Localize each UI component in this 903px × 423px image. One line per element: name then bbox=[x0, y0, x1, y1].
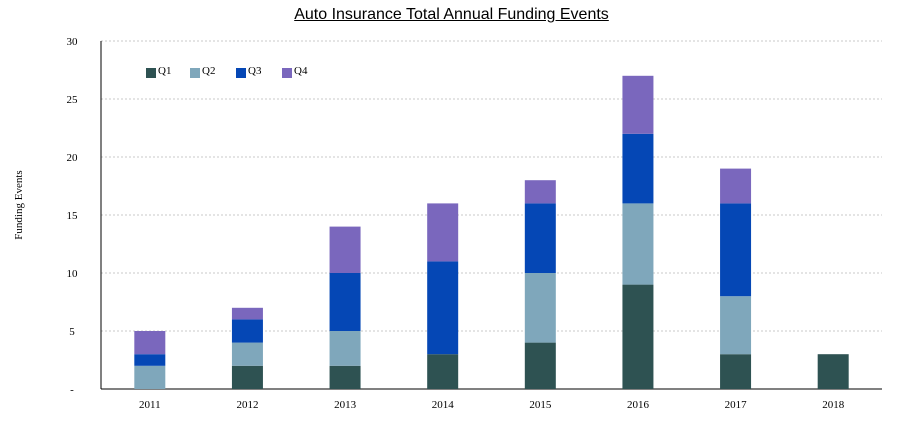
bar-2013-q3 bbox=[329, 273, 361, 331]
bar-2015-q4 bbox=[524, 180, 556, 204]
bar-2013-q2 bbox=[329, 331, 361, 366]
x-tick-label: 2012 bbox=[236, 399, 258, 411]
bar-2015-q3 bbox=[524, 203, 556, 273]
bar-2014-q1 bbox=[427, 354, 459, 389]
bar-2016-q2 bbox=[622, 203, 654, 285]
bar-2016-q4 bbox=[622, 75, 654, 134]
x-tick-label: 2017 bbox=[725, 399, 748, 411]
bar-2017-q4 bbox=[720, 168, 752, 204]
legend-label-q3: Q3 bbox=[248, 65, 262, 77]
bar-2012-q1 bbox=[231, 365, 263, 389]
legend-label-q1: Q1 bbox=[158, 65, 171, 77]
x-tick-label: 2014 bbox=[432, 399, 455, 411]
x-tick-label: 2018 bbox=[822, 399, 845, 411]
bar-2011-q4 bbox=[134, 331, 166, 355]
y-tick-label: 10 bbox=[67, 268, 79, 280]
bar-2016-q3 bbox=[622, 133, 654, 204]
y-tick-label: 15 bbox=[67, 210, 79, 222]
bar-2012-q3 bbox=[231, 319, 263, 343]
bar-2015-q1 bbox=[524, 342, 556, 389]
bar-2017-q2 bbox=[720, 296, 752, 355]
bar-2012-q2 bbox=[231, 342, 263, 366]
chart-title: Auto Insurance Total Annual Funding Even… bbox=[294, 6, 609, 23]
bar-2014-q4 bbox=[427, 203, 459, 262]
bar-2015-q2 bbox=[524, 273, 556, 343]
y-tick-labels: - 5 10 15 20 25 30 bbox=[67, 36, 79, 396]
y-tick-label: - bbox=[70, 384, 74, 396]
bar-2018-q1 bbox=[817, 354, 849, 389]
legend-label-q4: Q4 bbox=[294, 65, 308, 77]
bar-2016-q1 bbox=[622, 284, 654, 389]
y-tick-label: 25 bbox=[67, 94, 79, 106]
bar-2017-q1 bbox=[720, 354, 752, 389]
x-tick-label: 2013 bbox=[334, 399, 357, 411]
y-tick-label: 5 bbox=[69, 326, 75, 338]
gridlines bbox=[101, 40, 882, 332]
bar-2013-q4 bbox=[329, 226, 361, 273]
legend-swatch-q2 bbox=[190, 68, 200, 78]
legend: Q1 Q2 Q3 Q4 bbox=[146, 65, 308, 78]
bar-2013-q1 bbox=[329, 365, 361, 389]
y-tick-label: 20 bbox=[67, 152, 79, 164]
bar-2012-q4 bbox=[231, 307, 263, 320]
bar-2017-q3 bbox=[720, 203, 752, 297]
legend-swatch-q1 bbox=[146, 68, 156, 78]
bar-2011-q3 bbox=[134, 354, 166, 366]
bar-2014-q3 bbox=[427, 261, 459, 355]
y-tick-label: 30 bbox=[67, 36, 79, 48]
x-tick-label: 2016 bbox=[627, 399, 650, 411]
legend-swatch-q3 bbox=[236, 68, 246, 78]
bars bbox=[134, 75, 849, 389]
x-tick-labels: 2011 2012 2013 2014 2015 2016 2017 2018 bbox=[139, 399, 845, 411]
bar-2011-q2 bbox=[134, 365, 166, 389]
legend-swatch-q4 bbox=[282, 68, 292, 78]
legend-label-q2: Q2 bbox=[202, 65, 215, 77]
axes bbox=[100, 41, 882, 390]
y-axis-label: Funding Events bbox=[13, 170, 25, 239]
x-tick-label: 2011 bbox=[139, 399, 161, 411]
x-tick-label: 2015 bbox=[529, 399, 552, 411]
